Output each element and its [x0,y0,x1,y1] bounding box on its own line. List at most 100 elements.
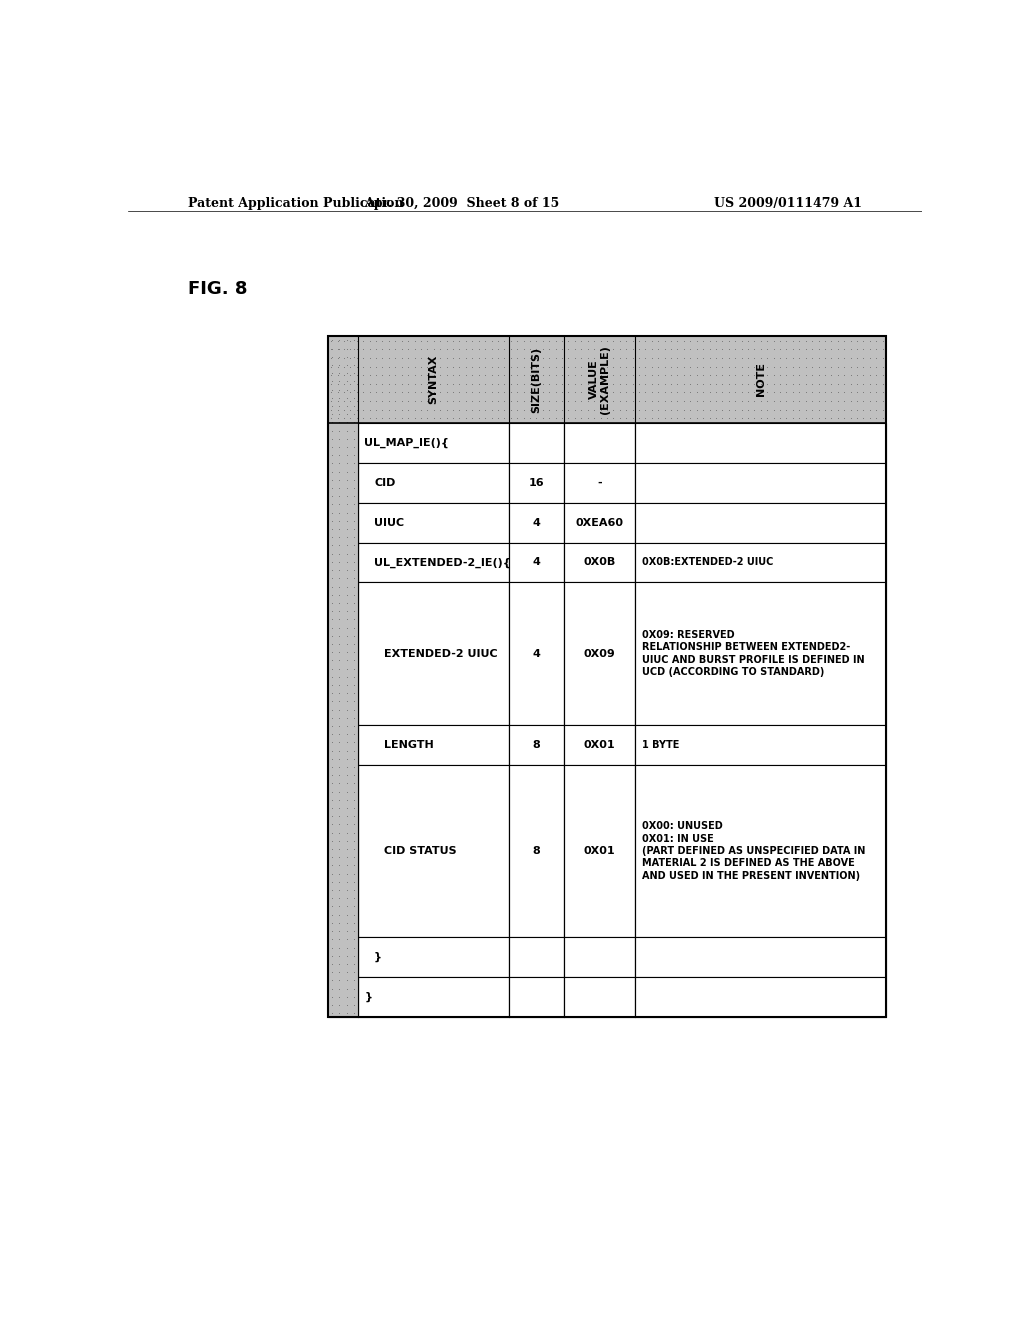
Point [331,879,347,900]
Point [721,364,737,385]
Point [324,978,340,999]
Point [650,399,667,420]
Point [656,374,673,395]
Point [331,945,347,966]
Point [324,657,340,678]
Point [346,748,362,770]
Point [509,347,525,368]
Point [342,356,358,378]
Point [695,339,712,360]
Point [331,723,347,744]
Point [617,391,634,412]
Point [721,399,737,420]
Point [541,339,557,360]
Point [458,347,474,368]
Point [324,904,340,925]
Point [470,374,486,395]
Point [548,356,564,378]
Point [515,374,531,395]
Point [323,381,339,403]
Point [560,364,577,385]
Point [470,381,486,403]
Bar [358,977,509,1018]
Point [331,568,347,589]
Point [375,374,391,395]
Point [637,356,653,378]
Point [339,700,355,721]
Point [331,912,347,933]
Point [324,502,340,523]
Point [843,330,859,351]
Point [861,399,878,420]
Point [336,381,352,403]
Point [515,408,531,429]
Point [637,364,653,385]
Point [721,347,737,368]
Point [464,399,480,420]
Point [497,381,513,403]
Point [670,339,686,360]
Point [477,381,494,403]
Point [464,408,480,429]
Point [331,649,347,671]
Point [339,616,355,638]
Point [631,356,647,378]
Text: Patent Application Publication: Patent Application Publication [187,197,403,210]
Point [331,387,347,408]
Point [339,363,355,384]
Point [324,871,340,892]
Point [339,994,355,1015]
Point [617,356,634,378]
Point [843,374,859,395]
Point [458,408,474,429]
Point [592,364,608,385]
Point [554,347,570,368]
Point [855,330,871,351]
Point [759,330,775,351]
Point [861,381,878,403]
Point [355,347,372,368]
Point [631,381,647,403]
Point [810,408,826,429]
Point [843,364,859,385]
Point [733,381,750,403]
Point [676,330,692,351]
Point [419,339,435,360]
Point [464,330,480,351]
Point [324,527,340,548]
Point [605,347,622,368]
Point [611,330,628,351]
Point [339,970,355,991]
Text: }: } [365,993,373,1002]
Point [324,519,340,540]
Point [503,391,519,412]
Point [393,374,410,395]
Point [348,381,365,403]
Point [823,408,840,429]
Point [676,356,692,378]
Point [515,381,531,403]
Point [346,731,362,752]
Point [470,408,486,429]
Point [592,391,608,412]
Point [387,399,403,420]
Point [331,371,347,392]
Text: FIG. 8: FIG. 8 [187,280,247,298]
Point [868,408,885,429]
Bar [635,977,886,1018]
Point [444,364,461,385]
Point [548,374,564,395]
Point [331,379,347,400]
Point [331,822,347,843]
Point [843,339,859,360]
Point [483,374,500,395]
Point [605,356,622,378]
Point [458,391,474,412]
Point [836,356,852,378]
Point [644,339,660,360]
Point [348,347,365,368]
Point [528,374,545,395]
Point [810,364,826,385]
Point [766,330,782,351]
Point [541,374,557,395]
